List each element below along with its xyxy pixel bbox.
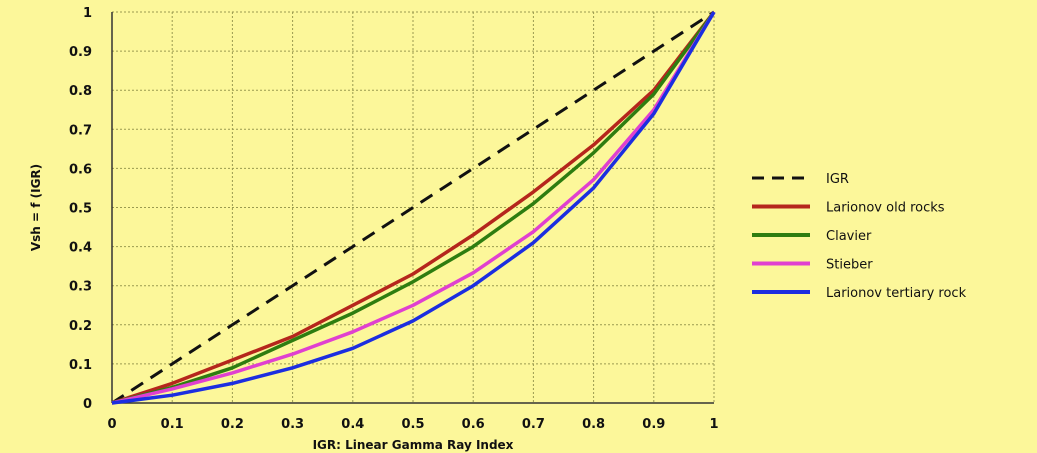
x-tick-label: 0.4 [341, 417, 364, 432]
series-line [111, 11, 716, 405]
x-tick-label: 0.5 [401, 417, 424, 432]
y-tick-label: 0.5 [69, 202, 92, 217]
legend-label: Larionov tertiary rock [826, 286, 967, 301]
y-tick-label: 0.3 [69, 280, 92, 295]
x-tick-labels: 0 0.1 0.2 0.3 0.4 0.5 0.6 0.7 0.8 0.9 1 [107, 417, 718, 432]
x-tick-label: 0.9 [642, 417, 665, 432]
legend-label: Larionov old rocks [826, 201, 945, 216]
series-line [111, 11, 716, 405]
y-tick-label: 0 [83, 397, 92, 412]
series-line [111, 10, 715, 405]
series-lines [111, 10, 716, 405]
y-tick-label: 0.9 [69, 45, 92, 60]
legend-label: IGR [826, 172, 849, 187]
y-tick-label: 0.4 [69, 241, 92, 256]
x-tick-label: 1 [709, 417, 718, 432]
y-tick-label: 1 [83, 6, 92, 21]
x-tick-label: 0.3 [281, 417, 304, 432]
series-line [111, 10, 716, 405]
y-tick-label: 0.7 [69, 123, 92, 138]
legend-label: Stieber [826, 258, 873, 273]
y-axis-label: Vsh = f (IGR) [29, 164, 43, 251]
x-axis-label: IGR: Linear Gamma Ray Index [313, 438, 514, 452]
legend: IGR Larionov old rocks Clavier Stieber Lario… [752, 172, 967, 301]
y-tick-label: 0.8 [69, 84, 92, 99]
x-tick-label: 0.6 [462, 417, 485, 432]
axes [111, 12, 714, 404]
legend-label: Clavier [826, 229, 872, 244]
y-tick-label: 0.6 [69, 162, 92, 177]
x-tick-label: 0 [107, 417, 116, 432]
x-tick-label: 0.1 [161, 417, 184, 432]
x-tick-label: 0.2 [221, 417, 244, 432]
x-tick-label: 0.8 [582, 417, 605, 432]
series-line [111, 10, 716, 405]
y-tick-label: 0.2 [69, 319, 92, 334]
y-tick-labels: 0 0.1 0.2 0.3 0.4 0.5 0.6 0.7 0.8 0.9 1 [69, 6, 92, 412]
y-tick-label: 0.1 [69, 358, 92, 373]
x-tick-label: 0.7 [522, 417, 545, 432]
